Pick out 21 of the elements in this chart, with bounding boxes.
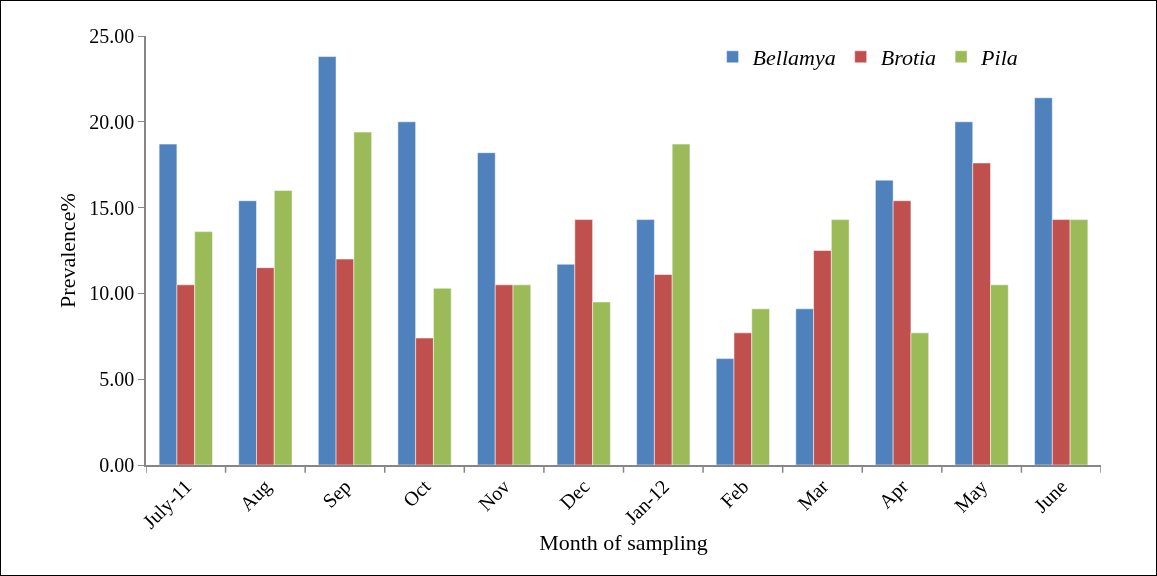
x-tick-label: Mar [793, 474, 833, 515]
x-tick-label: Dec [555, 475, 594, 514]
legend-label: Pila [980, 45, 1018, 71]
x-tick-label: May [950, 475, 993, 518]
x-tick-label: Aug [235, 475, 276, 516]
x-tick-label: Apr [874, 474, 913, 514]
legend-label: Bellamya [752, 45, 836, 71]
x-tick-label: June [1029, 475, 1072, 517]
y-tick-label: 10.00 [89, 282, 135, 305]
legend-label: Brotia [880, 45, 937, 71]
x-tick-label: Sep [318, 475, 356, 513]
y-axis-title: Prevalence% [54, 193, 80, 308]
x-tick-label: Feb [716, 475, 753, 512]
y-tick-label: 25.00 [89, 25, 135, 47]
y-tick-label: 15.00 [89, 196, 135, 219]
x-tick-label: Nov [474, 475, 515, 516]
y-tick-label: 20.00 [89, 110, 135, 133]
x-tick-label: Oct [398, 474, 435, 512]
y-tick-label: 5.00 [99, 368, 135, 391]
x-axis-title: Month of sampling [539, 529, 708, 555]
y-tick-label: 0.00 [99, 454, 135, 476]
